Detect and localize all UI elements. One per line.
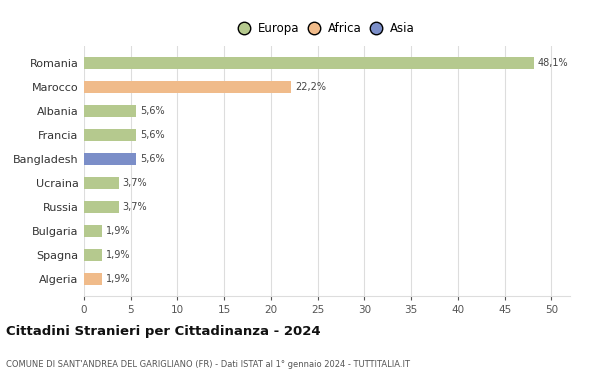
Bar: [84, 129, 136, 141]
Bar: [84, 153, 136, 165]
Text: 1,9%: 1,9%: [106, 250, 130, 260]
Text: 5,6%: 5,6%: [140, 154, 165, 164]
Text: 22,2%: 22,2%: [295, 82, 326, 92]
Bar: [84, 225, 102, 237]
Text: Cittadini Stranieri per Cittadinanza - 2024: Cittadini Stranieri per Cittadinanza - 2…: [6, 325, 320, 338]
Text: 1,9%: 1,9%: [106, 226, 130, 236]
Bar: [84, 249, 102, 261]
Text: 3,7%: 3,7%: [122, 202, 147, 212]
Text: 5,6%: 5,6%: [140, 130, 165, 140]
Bar: [84, 105, 136, 117]
Legend: Europa, Africa, Asia: Europa, Africa, Asia: [236, 19, 418, 39]
Bar: [84, 81, 292, 93]
Text: 1,9%: 1,9%: [106, 274, 130, 284]
Text: COMUNE DI SANT'ANDREA DEL GARIGLIANO (FR) - Dati ISTAT al 1° gennaio 2024 - TUTT: COMUNE DI SANT'ANDREA DEL GARIGLIANO (FR…: [6, 359, 410, 369]
Bar: [84, 201, 119, 213]
Text: 5,6%: 5,6%: [140, 106, 165, 116]
Bar: [84, 177, 119, 189]
Text: 48,1%: 48,1%: [537, 58, 568, 68]
Text: 3,7%: 3,7%: [122, 178, 147, 188]
Bar: [84, 272, 102, 285]
Bar: [84, 57, 533, 70]
